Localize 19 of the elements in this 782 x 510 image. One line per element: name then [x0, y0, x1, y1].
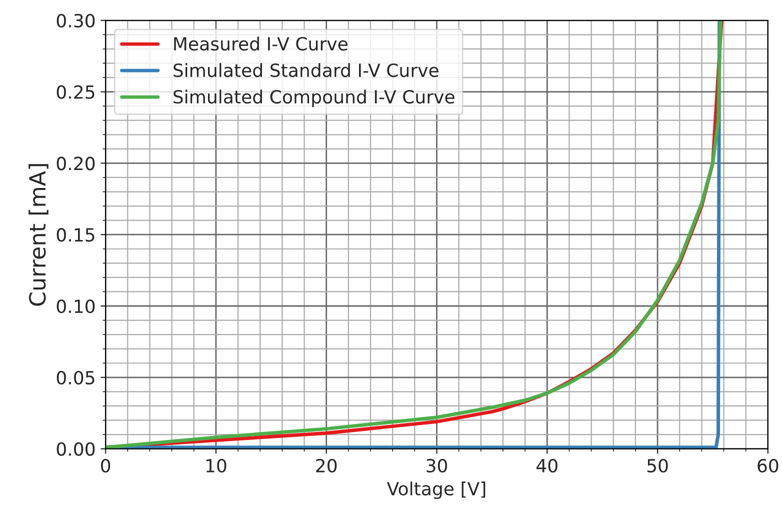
legend-label: Simulated Compound I-V Curve: [174, 90, 454, 108]
y-tick-label: 0.25: [56, 85, 94, 99]
y-tick-label: 0.20: [56, 156, 95, 170]
legend-label: Simulated Standard I-V Curve: [174, 63, 438, 78]
x-tick-label: 50: [647, 458, 668, 472]
y-tick-label: 0.15: [56, 228, 94, 242]
x-tick-label: 60: [758, 458, 778, 472]
y-tick-label: 0.10: [56, 299, 95, 314]
x-tick-label: 30: [426, 458, 448, 472]
y-axis-title: Current [mA]: [28, 164, 48, 306]
x-tick-label: 40: [536, 458, 558, 472]
y-tick-label: 0.30: [56, 14, 95, 28]
x-axis-title: Voltage [V]: [386, 482, 486, 500]
y-tick-label: 0.05: [56, 370, 94, 385]
legend-label: Measured I-V Curve: [174, 36, 348, 51]
x-tick-label: 20: [316, 458, 337, 472]
y-tick-label: 0.00: [56, 442, 95, 456]
x-tick-label: 10: [206, 458, 226, 472]
x-tick-label: 0: [101, 458, 110, 472]
